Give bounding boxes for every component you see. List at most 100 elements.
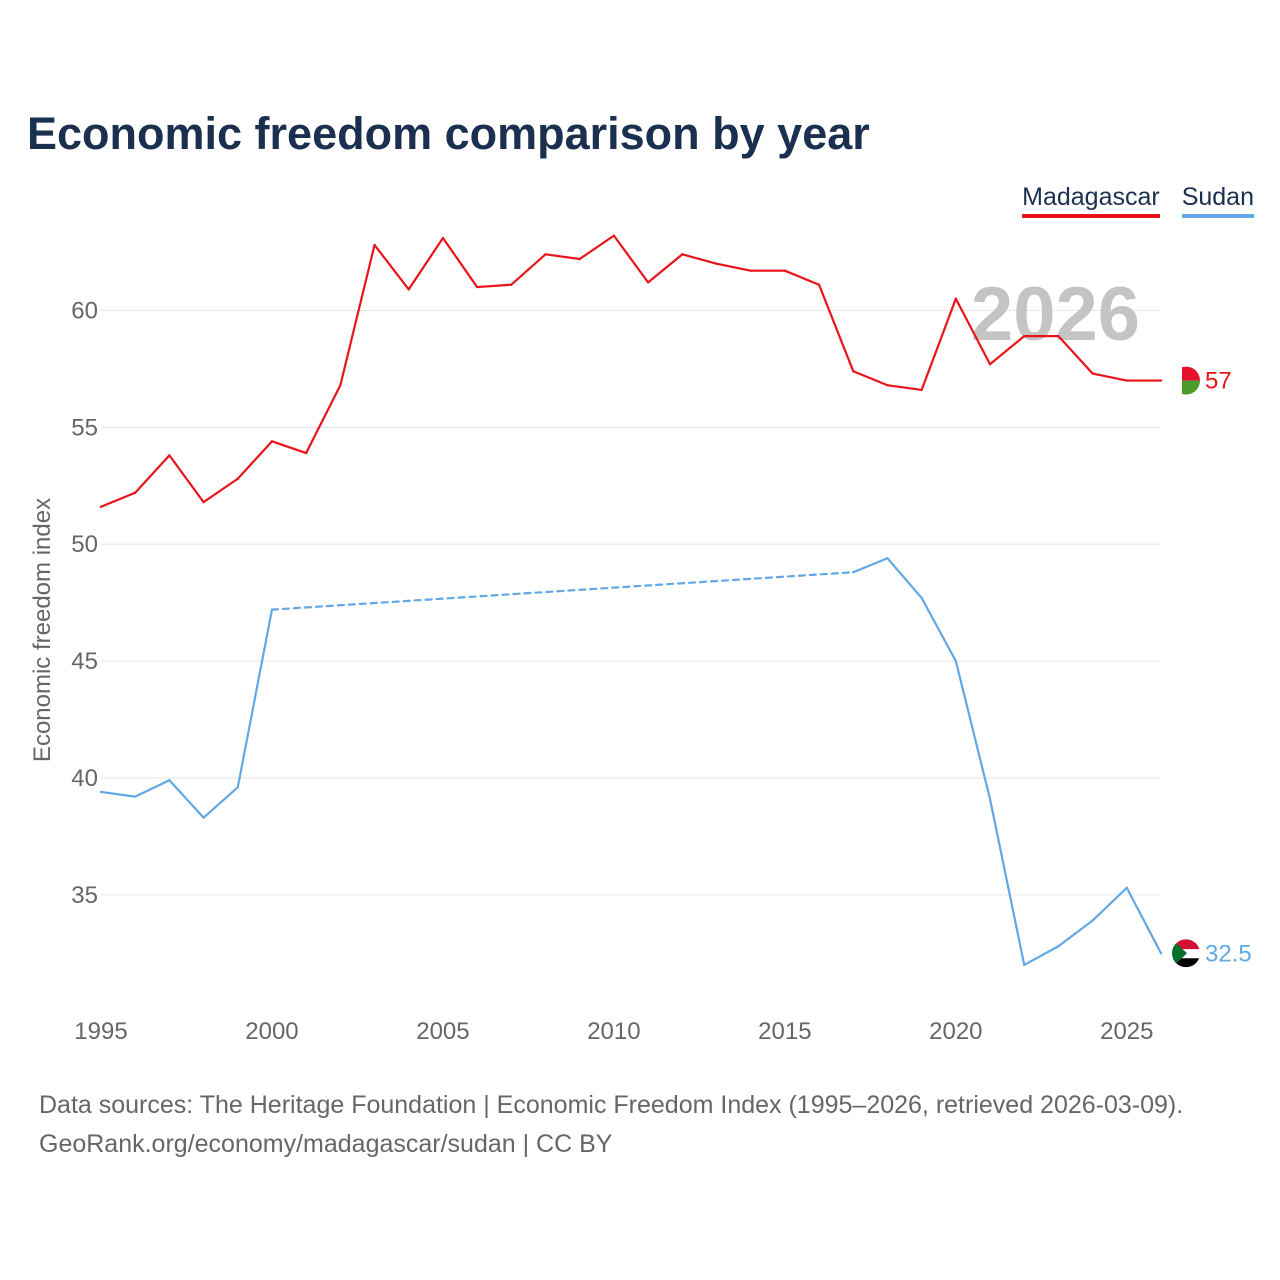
- end-value-label-madagascar: 57: [1205, 368, 1232, 395]
- series-line-madagascar: [612, 234, 650, 284]
- data-point-sudan: [1057, 945, 1060, 948]
- data-point-madagascar: [305, 451, 308, 455]
- series-line-sudan: [988, 797, 1026, 967]
- series-line-madagascar: [920, 297, 957, 392]
- data-point-madagascar: [783, 269, 786, 272]
- data-point-madagascar: [1023, 335, 1026, 338]
- data-point-madagascar: [1057, 335, 1060, 338]
- series-line-madagascar: [783, 269, 821, 286]
- chart-title: Economic freedom comparison by year: [27, 108, 870, 159]
- data-point-sudan: [886, 557, 889, 560]
- data-point-sudan: [852, 571, 855, 574]
- data-point-sudan: [236, 786, 239, 789]
- series-line-madagascar: [476, 283, 513, 289]
- data-point-sudan: [270, 608, 274, 611]
- data-point-sudan: [920, 596, 923, 600]
- data-point-madagascar: [920, 388, 923, 392]
- series-line-madagascar: [886, 384, 923, 392]
- data-point-madagascar: [134, 491, 137, 494]
- x-tick-label: 2000: [245, 1018, 298, 1045]
- data-point-madagascar: [270, 440, 274, 443]
- data-point-sudan: [202, 816, 205, 819]
- series-line-madagascar: [852, 370, 889, 387]
- data-point-sudan: [134, 795, 137, 798]
- series-line-madagascar: [339, 243, 376, 387]
- series-line-madagascar: [578, 234, 616, 261]
- data-point-madagascar: [988, 363, 992, 366]
- series-line-sudan: [168, 779, 205, 819]
- series-line-madagascar: [202, 477, 239, 504]
- y-tick-label: 50: [71, 531, 98, 558]
- series-line-sudan: [202, 786, 239, 819]
- madagascar-flag-icon: [1172, 366, 1200, 395]
- series-line-madagascar: [270, 440, 308, 455]
- data-point-madagascar: [1159, 379, 1163, 382]
- attribution-link[interactable]: GeoRank.org/economy/madagascar/sudan | C…: [39, 1130, 613, 1158]
- series-line-madagascar: [954, 297, 992, 366]
- series-line-sudan: [920, 596, 957, 663]
- data-point-sudan: [1125, 886, 1128, 889]
- data-point-madagascar: [99, 505, 103, 508]
- data-point-madagascar: [1125, 379, 1128, 382]
- series-line-sudan: [1057, 919, 1094, 948]
- series-line-madagascar: [168, 454, 205, 504]
- data-point-madagascar: [715, 262, 718, 265]
- series-line-madagascar: [305, 384, 342, 455]
- series-line-madagascar: [988, 335, 1026, 366]
- x-tick-label: 2005: [416, 1018, 469, 1045]
- data-point-sudan: [99, 790, 103, 794]
- x-tick-label: 2020: [929, 1018, 982, 1045]
- series-line-madagascar: [373, 243, 410, 291]
- series-line-madagascar: [441, 236, 479, 289]
- series-line-sudan: [1125, 886, 1163, 955]
- series-line-sudan: [1091, 886, 1128, 922]
- legend-item-sudan[interactable]: Sudan: [1181, 182, 1254, 218]
- series-line-sudan: [954, 659, 992, 801]
- series-line-sudan-gap: [270, 571, 855, 611]
- data-source-text: Data sources: The Heritage Foundation | …: [39, 1091, 1184, 1119]
- data-point-madagascar: [202, 501, 205, 504]
- legend-item-madagascar[interactable]: Madagascar: [1022, 182, 1160, 218]
- series-line-madagascar: [236, 440, 274, 480]
- series-line-madagascar: [99, 491, 137, 508]
- series-line-madagascar: [646, 253, 684, 284]
- current-year-label: 2026: [971, 272, 1140, 357]
- data-point-madagascar: [339, 384, 342, 387]
- data-point-madagascar: [817, 283, 821, 286]
- data-point-madagascar: [168, 454, 171, 457]
- series-line-madagascar: [817, 283, 855, 373]
- data-point-sudan: [954, 659, 957, 663]
- series-line-madagascar: [510, 253, 547, 286]
- data-point-madagascar: [681, 253, 684, 256]
- series-line-madagascar: [544, 253, 581, 261]
- data-point-madagascar: [852, 370, 855, 373]
- data-point-madagascar: [578, 257, 581, 261]
- y-tick-label: 55: [71, 414, 98, 441]
- series-line-sudan: [134, 779, 171, 798]
- series-line-madagascar: [407, 236, 445, 291]
- series-line-sudan: [852, 557, 889, 574]
- y-axis-label: Economic freedom index: [29, 498, 56, 762]
- sudan-flag-icon: [1172, 939, 1200, 968]
- data-point-madagascar: [886, 384, 889, 387]
- series-line-sudan: [1023, 945, 1060, 967]
- y-tick-label: 35: [71, 882, 98, 909]
- series-line-sudan: [99, 790, 137, 798]
- y-tick-label: 60: [71, 297, 98, 324]
- x-tick-label: 2010: [587, 1018, 640, 1045]
- x-tick-label: 1995: [74, 1018, 127, 1045]
- series-line-madagascar: [1057, 335, 1094, 375]
- series-line-sudan: [886, 557, 923, 600]
- data-point-sudan: [1091, 919, 1094, 922]
- data-point-madagascar: [407, 288, 410, 291]
- data-point-madagascar: [612, 234, 616, 237]
- data-point-sudan: [1023, 963, 1026, 967]
- data-point-madagascar: [544, 253, 547, 256]
- series-line-madagascar: [681, 253, 718, 265]
- end-value-label-sudan: 32.5: [1205, 940, 1252, 967]
- series-line-sudan: [236, 608, 274, 789]
- data-point-madagascar: [441, 236, 445, 240]
- data-point-sudan: [168, 779, 171, 782]
- data-point-madagascar: [646, 281, 650, 284]
